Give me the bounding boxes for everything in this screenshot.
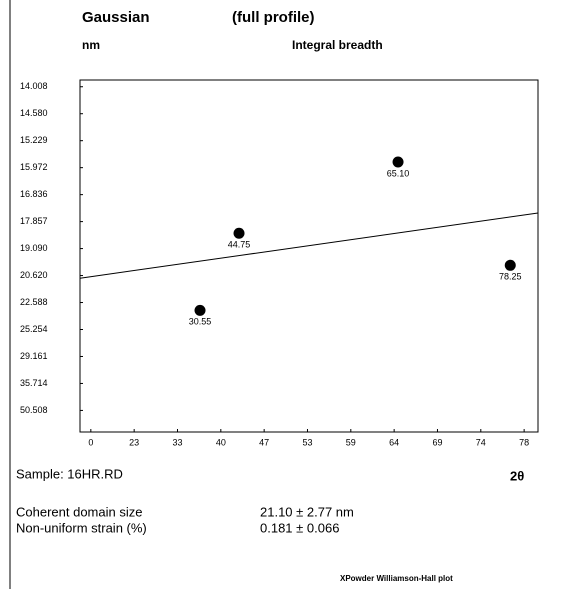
footer: XPowder Williamson-Hall plot bbox=[340, 574, 453, 583]
x-axis-label: 2θ bbox=[510, 468, 524, 483]
x-tick-label: 23 bbox=[129, 437, 139, 447]
y-tick-label: 17.857 bbox=[20, 216, 48, 226]
point bbox=[392, 156, 404, 168]
y-tick-label: 14.008 bbox=[20, 81, 48, 91]
y-tick-label: 20.620 bbox=[20, 270, 48, 280]
x-tick-label: 78 bbox=[519, 437, 529, 447]
sample-label: Sample: 16HR.RD bbox=[16, 466, 123, 481]
stat-value: 0.181 ± 0.066 bbox=[260, 520, 339, 535]
y-tick-label: 29.161 bbox=[20, 351, 48, 361]
x-tick-label: 59 bbox=[346, 437, 356, 447]
point bbox=[504, 259, 516, 271]
y-axis-label: Integral breadth bbox=[292, 38, 383, 52]
x-tick-label: 40 bbox=[216, 437, 226, 447]
stat-name: Non-uniform strain (%) bbox=[16, 520, 147, 535]
x-tick-label: 47 bbox=[259, 437, 269, 447]
point-label: 30.55 bbox=[189, 317, 212, 327]
y-tick-label: 15.972 bbox=[20, 162, 48, 172]
y-tick-label: 22.588 bbox=[20, 297, 48, 307]
point-label: 44.75 bbox=[228, 240, 251, 250]
y-tick-label: 50.508 bbox=[20, 405, 48, 415]
x-tick-label: 0 bbox=[88, 437, 93, 447]
chart-subtitle: (full profile) bbox=[232, 9, 315, 26]
x-tick-label: 69 bbox=[432, 437, 442, 447]
point-label: 65.10 bbox=[387, 168, 410, 178]
y-tick-label: 15.229 bbox=[20, 135, 48, 145]
y-unit: nm bbox=[82, 38, 100, 52]
point bbox=[233, 227, 245, 239]
point-label: 78.25 bbox=[499, 272, 522, 282]
x-tick-label: 64 bbox=[389, 437, 399, 447]
y-tick-label: 16.836 bbox=[20, 189, 48, 199]
x-tick-label: 33 bbox=[172, 437, 182, 447]
y-tick-label: 25.254 bbox=[20, 324, 48, 334]
y-tick-label: 14.580 bbox=[20, 108, 48, 118]
y-tick-label: 35.714 bbox=[20, 378, 48, 388]
plot-frame bbox=[79, 79, 539, 433]
stat-name: Coherent domain size bbox=[16, 504, 142, 519]
x-tick-label: 53 bbox=[302, 437, 312, 447]
stat-value: 21.10 ± 2.77 nm bbox=[260, 504, 354, 519]
fit-line bbox=[79, 212, 539, 279]
x-tick-label: 74 bbox=[476, 437, 486, 447]
chart-title: Gaussian bbox=[82, 9, 150, 26]
y-tick-label: 19.090 bbox=[20, 243, 48, 253]
point bbox=[194, 304, 206, 316]
